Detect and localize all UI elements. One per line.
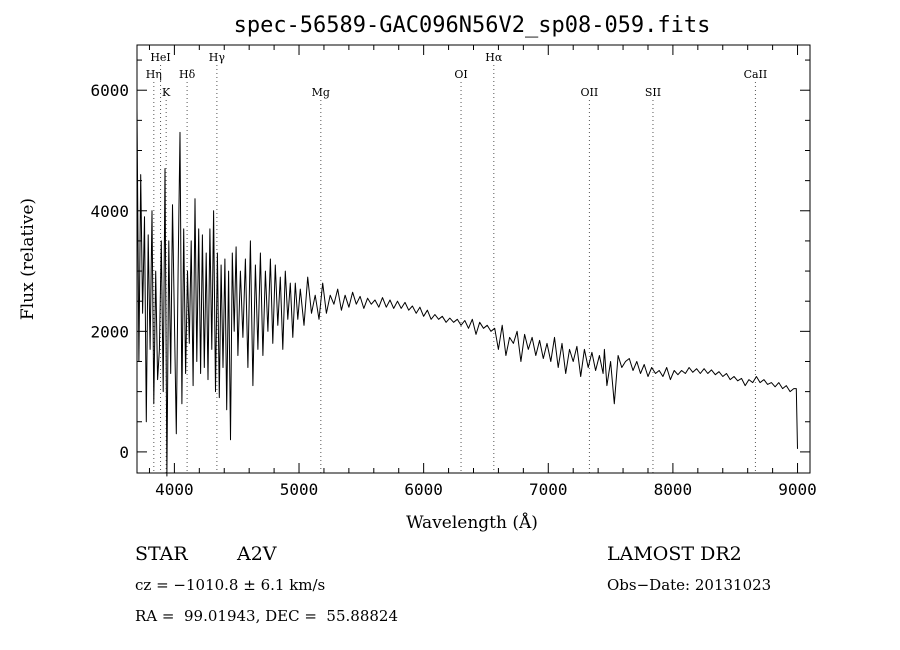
plot-frame	[136, 44, 811, 474]
spectral-line-label: OII	[581, 86, 599, 99]
spectral-line-label: CaII	[744, 68, 768, 81]
x-tick-label: 4000	[155, 480, 194, 499]
observation-date: Obs−Date: 20131023	[607, 576, 771, 594]
x-tick-label: 6000	[404, 480, 443, 499]
x-tick-label: 7000	[529, 480, 568, 499]
y-tick-label: 2000	[90, 322, 129, 341]
spectral-line-markers: HeI HηK Hδ Hγ Mg OI Hα OII SII CaII	[146, 51, 768, 473]
x-axis-label: Wavelength (Å)	[406, 512, 538, 533]
y-tick-label: 4000	[90, 202, 129, 221]
coordinates: RA = 99.01943, DEC = 55.88824	[135, 607, 398, 625]
spectral-line-label: K	[162, 86, 171, 99]
spectral-line-label: SII	[645, 86, 661, 99]
chart-title: spec-56589-GAC096N56V2_sp08-059.fits	[234, 13, 711, 38]
spectral-line-label: Mg	[312, 86, 330, 99]
survey-name: LAMOST DR2	[607, 543, 742, 565]
y-tick-label: 0	[119, 443, 129, 462]
spectral-line-label: OI	[454, 68, 467, 81]
y-tick-label: 6000	[90, 81, 129, 100]
spectral-line-label: Hγ	[209, 51, 226, 64]
spectral-line-label: HeI	[150, 51, 170, 64]
x-tick-label: 9000	[778, 480, 817, 499]
spectral-line-label: Hα	[485, 51, 503, 64]
spectrum-series	[136, 108, 798, 477]
spectrum-line-0	[136, 108, 798, 477]
axis-tick-labels: 4000 5000 6000 7000 8000 9000 0 2000 4000 6000	[90, 81, 816, 499]
x-tick-label: 8000	[654, 480, 693, 499]
y-axis-label: Flux (relative)	[18, 198, 38, 320]
spectral-line-label: Hδ	[179, 68, 196, 81]
spectral-line-label: Hη	[146, 68, 162, 81]
x-tick-label: 5000	[280, 480, 319, 499]
object-type: STAR	[135, 543, 188, 565]
redshift-velocity: cz = −1010.8 ± 6.1 km/s	[135, 576, 325, 594]
spectral-subclass: A2V	[236, 543, 277, 565]
axis-ticks	[137, 45, 810, 473]
